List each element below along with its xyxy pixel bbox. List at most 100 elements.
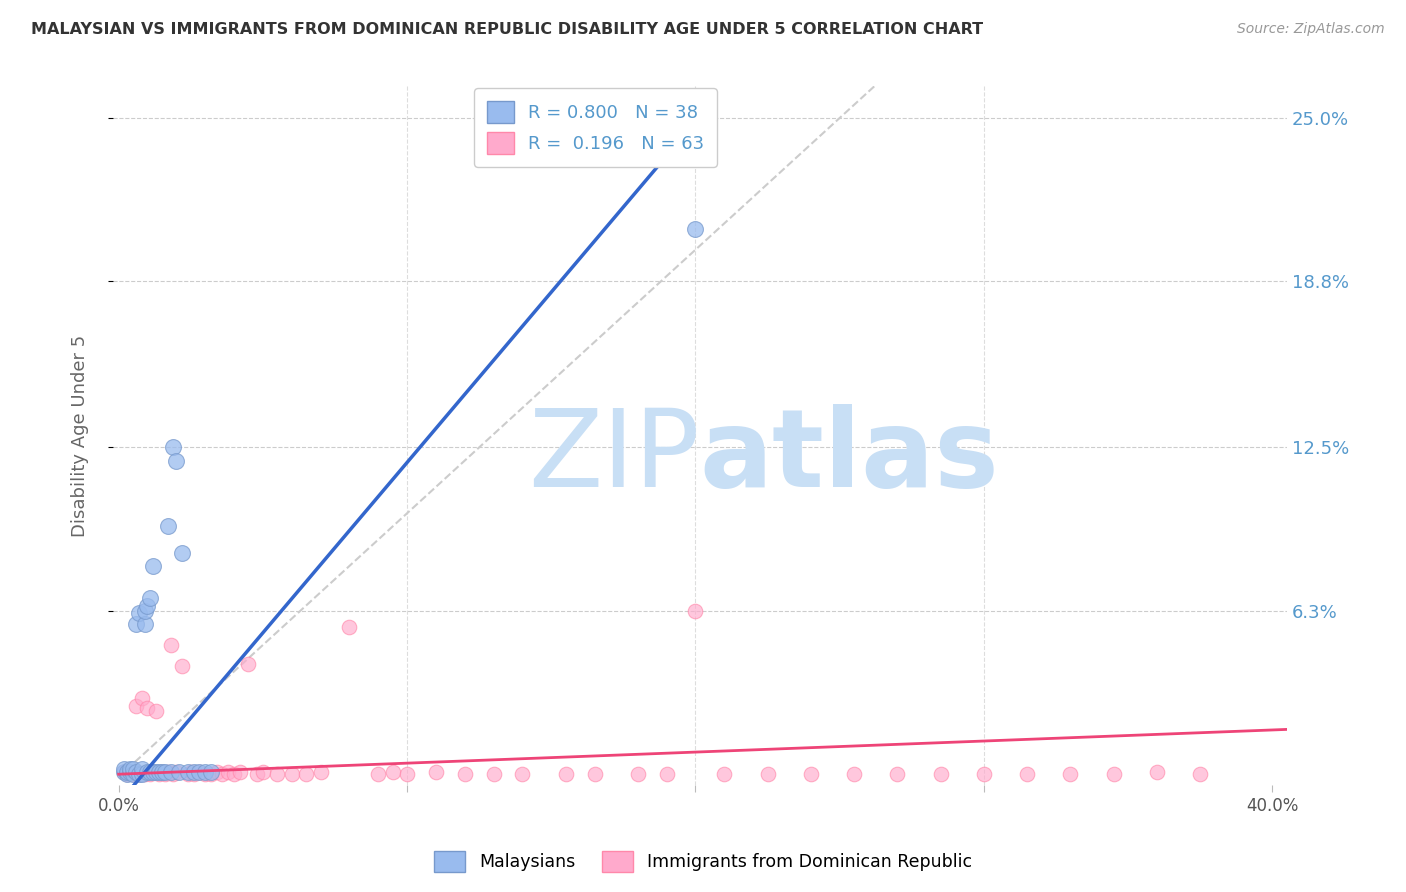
Point [188,764,211,779]
Point [1017,767,1039,781]
Text: MALAYSIAN VS IMMIGRANTS FROM DOMINICAN REPUBLIC DISABILITY AGE UNDER 5 CORRELATI: MALAYSIAN VS IMMIGRANTS FROM DOMINICAN R… [31,22,983,37]
Point [153,767,176,781]
Point [200,764,222,779]
Point [117,764,139,779]
Point [583,767,606,781]
Point [134,767,156,781]
Point [142,764,165,779]
Point [188,764,211,779]
Point [120,764,142,779]
Point [842,767,865,781]
Point [217,764,239,779]
Point [165,764,187,779]
Point [125,698,148,713]
Text: Source: ZipAtlas.com: Source: ZipAtlas.com [1237,22,1385,37]
Text: atlas: atlas [700,403,1000,509]
Point [685,221,707,235]
Point [136,599,159,613]
Point [112,764,135,779]
Point [229,764,252,779]
Legend: Malaysians, Immigrants from Dominican Republic: Malaysians, Immigrants from Dominican Re… [427,844,979,879]
Point [395,767,418,781]
Point [125,617,148,632]
Point [170,546,193,560]
Point [756,767,779,781]
Point [183,764,205,779]
Point [200,767,222,781]
Point [156,764,179,779]
Point [337,619,360,633]
Point [381,764,404,779]
Point [131,762,153,776]
Point [122,762,145,776]
Point [128,607,150,621]
Point [655,767,678,781]
Point [973,767,995,781]
Point [194,767,217,781]
Point [1146,764,1168,779]
Point [425,764,447,779]
Point [165,453,187,467]
Point [150,764,173,779]
Point [134,604,156,618]
Point [159,764,181,779]
Point [180,764,202,779]
Point [122,767,145,781]
Point [627,767,650,781]
Point [1102,767,1125,781]
Point [266,767,288,781]
Point [162,767,184,781]
Point [148,764,170,779]
Point [156,519,179,533]
Point [142,764,165,779]
Point [128,767,150,781]
Point [295,767,318,781]
Point [136,701,159,715]
Point [139,764,162,779]
Point [128,767,150,781]
Point [1059,767,1081,781]
Point [211,767,233,781]
Point [117,767,139,781]
Point [120,764,142,779]
Point [367,767,389,781]
Point [280,767,302,781]
Point [112,764,135,779]
Point [162,441,184,455]
Point [1189,767,1212,781]
Y-axis label: Disability Age Under 5: Disability Age Under 5 [72,334,89,537]
Point [148,767,170,781]
Point [145,704,167,718]
Point [685,604,707,618]
Point [139,767,162,781]
Point [125,764,148,779]
Point [205,764,228,779]
Point [177,764,200,779]
Point [131,690,153,705]
Point [150,764,173,779]
Point [886,767,908,781]
Point [145,764,167,779]
Point [194,764,217,779]
Point [482,767,505,781]
Point [512,767,534,781]
Point [131,767,153,781]
Point [120,762,142,776]
Point [309,764,332,779]
Point [112,762,135,776]
Point [142,559,165,574]
Point [167,764,190,779]
Point [454,767,477,781]
Point [170,659,193,673]
Point [183,767,205,781]
Point [800,767,823,781]
Point [929,767,952,781]
Point [136,764,159,779]
Point [554,767,576,781]
Point [159,638,181,652]
Point [153,764,176,779]
Text: ZIP: ZIP [529,403,700,509]
Point [117,767,139,781]
Point [713,767,735,781]
Point [222,767,245,781]
